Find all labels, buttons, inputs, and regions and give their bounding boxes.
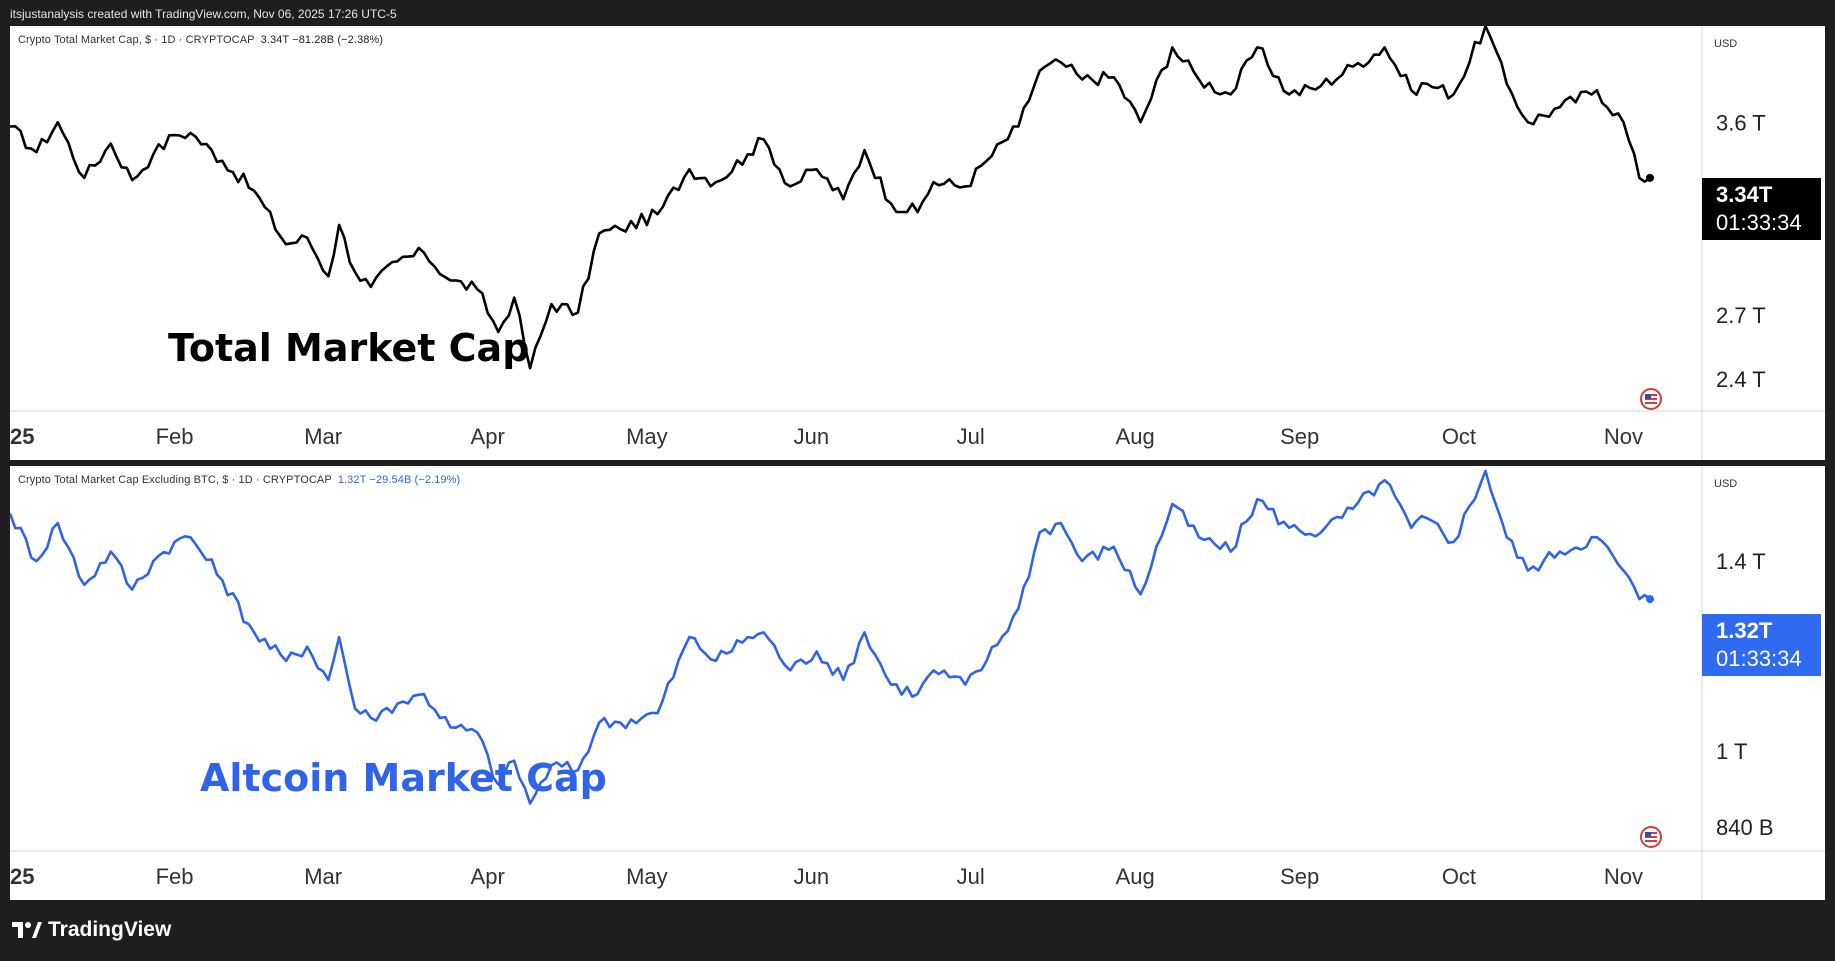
- x-tick-label: Nov: [1604, 864, 1643, 889]
- footer-bar: TradingView: [0, 900, 1835, 961]
- y-tick-label: 3.6 T: [1716, 110, 1766, 135]
- pane2-last-price: 1.32T: [1716, 618, 1773, 643]
- pane2-unit[interactable]: USD: [1714, 478, 1738, 490]
- pane1-legend: Crypto Total Market Cap, $ · 1D · CRYPTO…: [18, 34, 383, 46]
- pane2-legend-values: 1.32T −29.54B (−2.19%): [337, 474, 461, 486]
- tradingview-brand: TradingView: [48, 918, 172, 941]
- pane2-legend: Crypto Total Market Cap Excluding BTC, $…: [18, 474, 460, 486]
- pane1-unit[interactable]: USD: [1714, 38, 1738, 50]
- chart-pane-total-market-cap[interactable]: 3.6 T3.1 T2.7 T2.4 T2025FebMarAprMayJunJ…: [10, 26, 1825, 460]
- x-tick-label: Feb: [156, 424, 194, 449]
- pane2-legend-title: Crypto Total Market Cap Excluding BTC, $…: [18, 474, 332, 486]
- chart-attribution: itsjustanalysis created with TradingView…: [10, 7, 397, 21]
- x-tick-label: Mar: [304, 424, 342, 449]
- x-tick-label: Oct: [1442, 864, 1476, 889]
- x-tick-label: Jun: [794, 424, 829, 449]
- pane1-countdown: 01:33:34: [1716, 210, 1802, 235]
- x-tick-label: Nov: [1604, 424, 1643, 449]
- x-tick-label: Oct: [1442, 424, 1476, 449]
- y-tick-label: 840 B: [1716, 815, 1774, 840]
- x-tick-label: Aug: [1116, 424, 1155, 449]
- x-tick-label: Apr: [471, 424, 505, 449]
- series-line[interactable]: [10, 469, 1651, 805]
- y-tick-label: 1 T: [1716, 739, 1747, 764]
- pane2-annotation-label: Altcoin Market Cap: [200, 756, 607, 800]
- x-tick-label: Jul: [957, 424, 985, 449]
- y-tick-label: 2.4 T: [1716, 367, 1766, 392]
- x-tick-label: Sep: [1280, 424, 1319, 449]
- x-tick-label: Sep: [1280, 864, 1319, 889]
- us-flag-icon[interactable]: [1640, 388, 1662, 410]
- x-tick-label: Jun: [794, 864, 829, 889]
- total-market-cap-chart[interactable]: 3.6 T3.1 T2.7 T2.4 T2025FebMarAprMayJunJ…: [10, 26, 1825, 460]
- x-tick-label: May: [626, 424, 668, 449]
- y-tick-label: 1.4 T: [1716, 549, 1766, 574]
- x-tick-label: Aug: [1116, 864, 1155, 889]
- x-tick-label: May: [626, 864, 668, 889]
- x-tick-label: 2025: [10, 864, 34, 889]
- y-tick-label: 2.7 T: [1716, 303, 1766, 328]
- x-tick-label: Feb: [156, 864, 194, 889]
- x-tick-label: Mar: [304, 864, 342, 889]
- last-value-point: [1646, 595, 1654, 604]
- us-flag-icon[interactable]: [1640, 826, 1662, 848]
- series-line[interactable]: [10, 26, 1651, 370]
- tradingview-logo-icon: [12, 922, 42, 938]
- x-tick-label: 2025: [10, 424, 34, 449]
- last-value-point: [1646, 173, 1654, 182]
- pane1-legend-values: 3.34T −81.28B (−2.38%): [260, 34, 384, 46]
- x-tick-label: Apr: [471, 864, 505, 889]
- pane2-countdown: 01:33:34: [1716, 646, 1802, 671]
- pane2-price-badge: 1.32T 01:33:34: [1702, 614, 1821, 676]
- pane1-price-badge: 3.34T 01:33:34: [1702, 178, 1821, 240]
- pane1-last-price: 3.34T: [1716, 182, 1773, 207]
- pane1-legend-title: Crypto Total Market Cap, $ · 1D · CRYPTO…: [18, 34, 255, 46]
- pane1-annotation-label: Total Market Cap: [168, 326, 530, 370]
- x-tick-label: Jul: [957, 864, 985, 889]
- tradingview-logo[interactable]: TradingView: [12, 918, 171, 942]
